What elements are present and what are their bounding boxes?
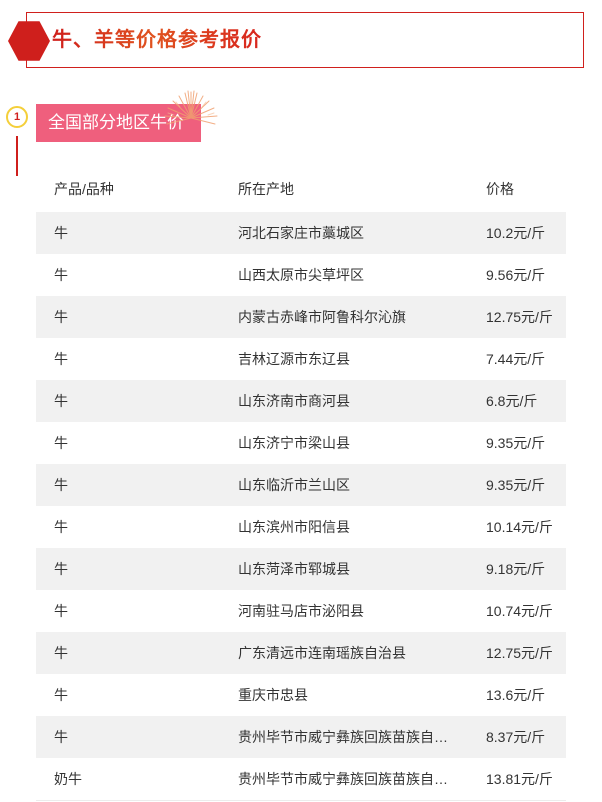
table-row: 牛山东济南市商河县 6.8元/斤 bbox=[36, 380, 566, 422]
table-row: 牛吉林辽源市东辽县 7.44元/斤 bbox=[36, 338, 566, 380]
cell-origin: 山东济宁市梁山县 bbox=[220, 422, 468, 464]
table-header-row: 产品/品种 所在产地 价格 bbox=[36, 166, 566, 212]
cell-price: 12.75元/斤 bbox=[468, 296, 566, 338]
cell-price: 10.2元/斤 bbox=[468, 212, 566, 254]
cell-product: 牛 bbox=[36, 296, 220, 338]
cell-price: 10.74元/斤 bbox=[468, 590, 566, 632]
cell-product: 牛 bbox=[36, 380, 220, 422]
block-label-text: 全国部分地区牛价 bbox=[48, 113, 184, 132]
block-number-badge: 1 bbox=[6, 106, 28, 128]
cell-product: 牛 bbox=[36, 338, 220, 380]
cell-product: 牛 bbox=[36, 422, 220, 464]
table-row: 牛山西太原市尖草坪区 9.56元/斤 bbox=[36, 254, 566, 296]
cell-product: 牛 bbox=[36, 716, 220, 758]
table-row: 牛河北石家庄市藁城区 10.2元/斤 bbox=[36, 212, 566, 254]
table-row: 牛山东临沂市兰山区 9.35元/斤 bbox=[36, 464, 566, 506]
table-row: 牛内蒙古赤峰市阿鲁科尔沁旗 12.75元/斤 bbox=[36, 296, 566, 338]
cell-price: 7.44元/斤 bbox=[468, 338, 566, 380]
block-label-box: 全国部分地区牛价 bbox=[36, 104, 201, 142]
cell-price: 6.8元/斤 bbox=[468, 380, 566, 422]
cell-price: 12.75元/斤 bbox=[468, 632, 566, 674]
table-body: 牛河北石家庄市藁城区 10.2元/斤牛山西太原市尖草坪区 9.56元/斤牛内蒙古赤峰… bbox=[36, 212, 566, 801]
cell-origin: 山东临沂市兰山区 bbox=[220, 464, 468, 506]
table-row: 牛贵州毕节市威宁彝族回族苗族自… 8.37元/斤 bbox=[36, 716, 566, 758]
block-header: 1 全国部分地区牛价 bbox=[0, 92, 602, 176]
table-row: 牛山东菏泽市郓城县 9.18元/斤 bbox=[36, 548, 566, 590]
cell-origin: 山东滨州市阳信县 bbox=[220, 506, 468, 548]
cell-origin: 河北石家庄市藁城区 bbox=[220, 212, 468, 254]
cell-origin: 重庆市忠县 bbox=[220, 674, 468, 716]
cell-origin: 山东菏泽市郓城县 bbox=[220, 548, 468, 590]
cell-product: 牛 bbox=[36, 548, 220, 590]
cell-product: 牛 bbox=[36, 632, 220, 674]
table-row: 牛山东滨州市阳信县 10.14元/斤 bbox=[36, 506, 566, 548]
price-table: 产品/品种 所在产地 价格 牛河北石家庄市藁城区 10.2元/斤牛山西太原市尖草坪… bbox=[36, 166, 566, 801]
cell-price: 9.18元/斤 bbox=[468, 548, 566, 590]
cell-origin: 山西太原市尖草坪区 bbox=[220, 254, 468, 296]
cell-origin: 贵州毕节市威宁彝族回族苗族自… bbox=[220, 758, 468, 801]
block-connector-line bbox=[16, 136, 18, 176]
cell-product: 牛 bbox=[36, 254, 220, 296]
page-title: 牛、羊等价格参考报价 bbox=[52, 12, 262, 68]
section-banner-box bbox=[26, 12, 584, 68]
cell-price: 9.56元/斤 bbox=[468, 254, 566, 296]
hexagon-icon bbox=[8, 21, 50, 61]
table-header: 产品/品种 所在产地 价格 bbox=[36, 166, 566, 212]
cell-product: 牛 bbox=[36, 464, 220, 506]
cell-price: 9.35元/斤 bbox=[468, 422, 566, 464]
cell-origin: 吉林辽源市东辽县 bbox=[220, 338, 468, 380]
column-header-origin: 所在产地 bbox=[220, 166, 468, 212]
column-header-price: 价格 bbox=[468, 166, 566, 212]
cell-product: 牛 bbox=[36, 212, 220, 254]
table-row: 牛广东清远市连南瑶族自治县 12.75元/斤 bbox=[36, 632, 566, 674]
cell-product: 奶牛 bbox=[36, 758, 220, 801]
cell-origin: 内蒙古赤峰市阿鲁科尔沁旗 bbox=[220, 296, 468, 338]
cell-price: 13.6元/斤 bbox=[468, 674, 566, 716]
section-banner: 牛、羊等价格参考报价 bbox=[0, 12, 602, 70]
cell-product: 牛 bbox=[36, 506, 220, 548]
column-header-product: 产品/品种 bbox=[36, 166, 220, 212]
cell-product: 牛 bbox=[36, 590, 220, 632]
cell-price: 10.14元/斤 bbox=[468, 506, 566, 548]
table-row: 牛山东济宁市梁山县 9.35元/斤 bbox=[36, 422, 566, 464]
cell-price: 9.35元/斤 bbox=[468, 464, 566, 506]
table-row: 牛河南驻马店市泌阳县 10.74元/斤 bbox=[36, 590, 566, 632]
cell-origin: 广东清远市连南瑶族自治县 bbox=[220, 632, 468, 674]
cell-price: 13.81元/斤 bbox=[468, 758, 566, 801]
cell-origin: 河南驻马店市泌阳县 bbox=[220, 590, 468, 632]
cell-product: 牛 bbox=[36, 674, 220, 716]
cell-price: 8.37元/斤 bbox=[468, 716, 566, 758]
cell-origin: 贵州毕节市威宁彝族回族苗族自… bbox=[220, 716, 468, 758]
table-row: 奶牛 贵州毕节市威宁彝族回族苗族自… 13.81元/斤 bbox=[36, 758, 566, 801]
table-row: 牛重庆市忠县 13.6元/斤 bbox=[36, 674, 566, 716]
cell-origin: 山东济南市商河县 bbox=[220, 380, 468, 422]
